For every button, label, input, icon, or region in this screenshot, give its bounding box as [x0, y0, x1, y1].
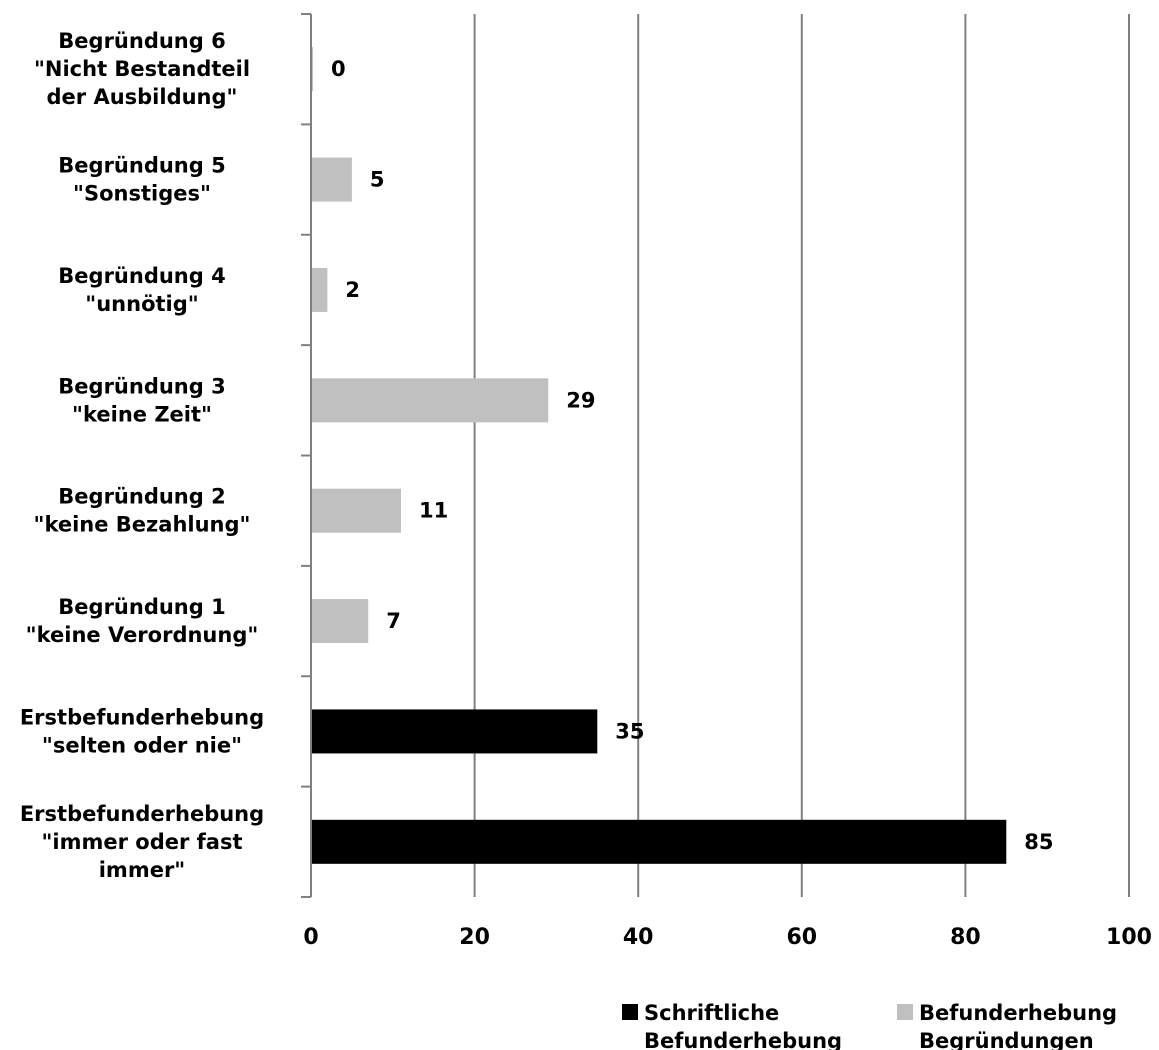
bar [311, 599, 369, 644]
x-tick-label: 100 [1106, 925, 1152, 950]
bar [311, 709, 598, 754]
labels: 0 Begründung 6 "Nicht Bestandteil der Ausbi… [20, 29, 1152, 950]
data-label: 2 [345, 278, 360, 302]
data-label: 35 [615, 719, 644, 743]
bar [311, 488, 401, 533]
axes [301, 13, 312, 898]
category-label: Begründung 3 "keine Zeit" [58, 374, 225, 426]
x-tick-label: 20 [459, 925, 490, 950]
data-label: 29 [566, 388, 595, 412]
bars [311, 47, 1007, 864]
data-label: 5 [370, 168, 385, 192]
category-label: Begründung 1 "keine Verordnung" [26, 595, 259, 647]
legend-label: Befunderhebung Begründungen [919, 1001, 1117, 1050]
gridlines [473, 14, 1130, 897]
data-label: 7 [386, 609, 401, 633]
x-tick-label: 40 [623, 925, 654, 950]
category-label: Begründung 5 "Sonstiges" [58, 154, 225, 206]
legend: Schriftliche Befunderhebung Befunderhebung… [622, 1001, 1117, 1050]
x-tick-label: 60 [786, 925, 817, 950]
x-tick-label: 80 [950, 925, 981, 950]
category-label: Erstbefunderhebung "immer oder fast immer" [20, 802, 264, 882]
category-label: Erstbefunderhebung "selten oder nie" [20, 705, 264, 757]
bar [311, 378, 549, 423]
category-label: Begründung 6 "Nicht Bestandteil der Ausbil… [34, 29, 250, 109]
data-label: 85 [1024, 830, 1053, 854]
category-label: Begründung 4 "unnötig" [58, 264, 225, 316]
category-label: Begründung 2 "keine Bezahlung" [34, 485, 251, 537]
x-tick-label: 0 [303, 925, 318, 950]
bar [311, 267, 328, 312]
legend-swatch [622, 1004, 638, 1020]
data-label: 11 [419, 499, 448, 523]
legend-swatch [897, 1004, 913, 1020]
bar [311, 819, 1007, 864]
legend-label: Schriftliche Befunderhebung [644, 1001, 842, 1050]
data-label: 0 [331, 57, 346, 81]
bar [311, 157, 352, 202]
